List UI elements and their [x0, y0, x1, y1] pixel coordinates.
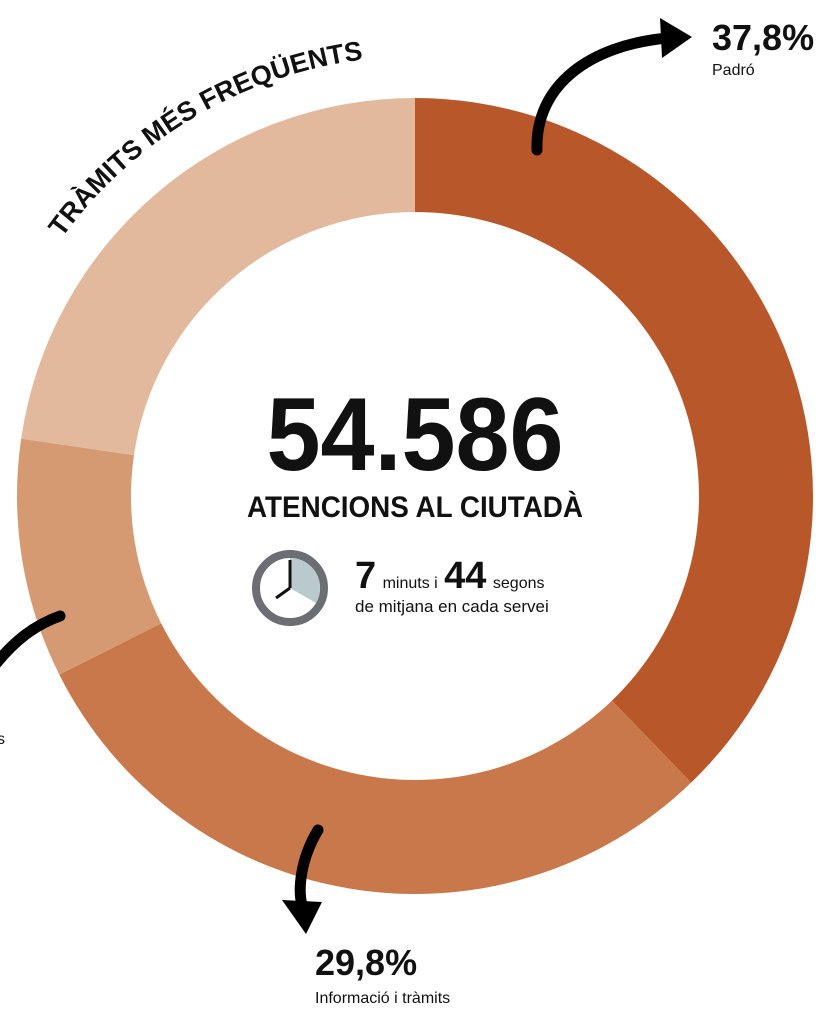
center-subtitle: ATENCIONS AL CIUTADÀ	[247, 490, 583, 524]
center-total: 54.586	[267, 377, 564, 493]
segment	[415, 98, 813, 783]
seconds: 44	[444, 555, 486, 597]
category-label: Informació i tràmits	[315, 990, 450, 1007]
category-label: s	[0, 731, 5, 748]
arrows	[0, 32, 674, 911]
value-label: 29,8%	[315, 942, 417, 983]
segment	[59, 623, 692, 894]
seconds-label: segons	[493, 575, 545, 592]
arrow	[0, 610, 66, 668]
segment	[21, 98, 415, 456]
duration: 7 minuts i 44 segons	[355, 555, 545, 597]
arrow	[294, 824, 324, 911]
arrowhead	[660, 18, 692, 58]
value-label: 37,8%	[712, 17, 814, 58]
center-note: de mitjana en cada servei	[355, 597, 549, 616]
arrow	[531, 32, 674, 156]
minutes-label: minuts i	[383, 575, 438, 592]
minutes: 7	[355, 555, 376, 597]
category-label: Padró	[712, 62, 755, 79]
arrowhead	[282, 900, 322, 934]
clock-icon	[252, 550, 328, 626]
